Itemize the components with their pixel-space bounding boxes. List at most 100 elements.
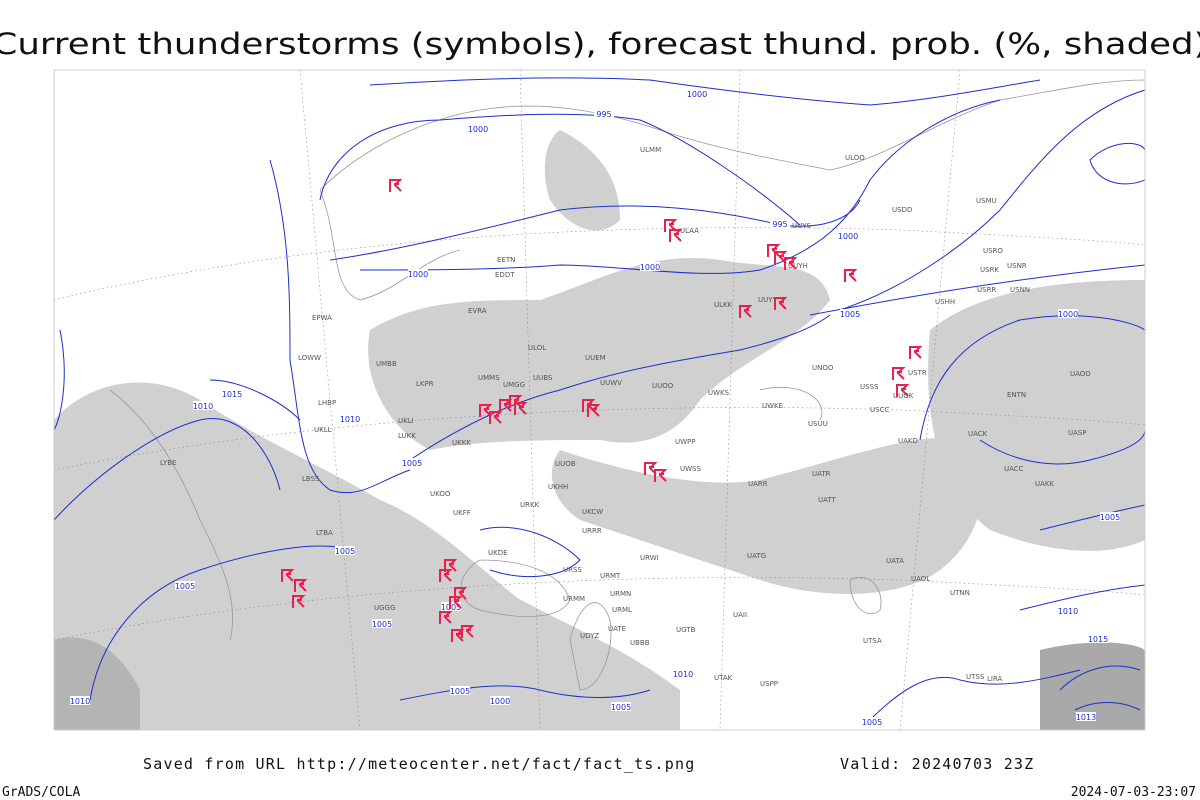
thunderstorm-symbol: [444, 559, 458, 572]
isobar-label: 1005: [372, 620, 392, 629]
station-label: UTAK: [714, 674, 733, 682]
thunderstorm-symbol: [909, 346, 923, 359]
isobar-label: 1005: [1100, 513, 1120, 522]
isobar-label-bg: [408, 269, 428, 278]
thunderstorm-symbol: [892, 367, 906, 380]
station-label: USRO: [983, 247, 1003, 255]
isobar-label: 1010: [673, 670, 693, 679]
station-label: LBSS: [302, 475, 320, 483]
station-label: URMT: [600, 572, 621, 580]
isobar-label: 1000: [1058, 310, 1078, 319]
station-label: USHH: [935, 298, 955, 306]
thunderstorm-symbol: [454, 587, 468, 600]
coastlines: [109, 79, 1145, 691]
station-label: USMU: [976, 197, 997, 205]
station-label: URKK: [520, 501, 540, 509]
thunderstorm-symbol: [514, 402, 528, 415]
station-label: UBBB: [630, 639, 650, 647]
thunderstorm-symbol: [739, 305, 753, 318]
station-label: UATT: [818, 496, 837, 504]
station-label: USPP: [760, 680, 778, 688]
station-label: UKLI: [398, 417, 414, 425]
isobar-label-bg: [1058, 606, 1078, 615]
station-label: UUOK: [893, 392, 914, 400]
isobar-label: 1000: [408, 270, 428, 279]
map-frame: [53, 69, 1146, 731]
station-label: UAOO: [1070, 370, 1091, 378]
isobar-label-bg: [490, 696, 510, 705]
station-label: UUYS: [792, 222, 812, 230]
thunderstorm-symbol: [844, 269, 858, 282]
isobar-label-bg: [770, 219, 790, 228]
isobar-labels: 1000 995 1000 995 1000 1000 1005 1000 1015 1010 10…: [70, 89, 1120, 727]
thunderstorm-symbol: [784, 257, 798, 270]
isobar-label-bg: [594, 109, 614, 118]
graticule: [54, 70, 1145, 730]
station-label: EPWA: [312, 314, 332, 322]
isobar-label-bg: [673, 669, 693, 678]
thunderstorm-symbol: [479, 404, 493, 417]
probability-shading: [54, 130, 1145, 730]
isobar-label-bg: [70, 696, 90, 705]
isobar-label: 1000: [838, 232, 858, 241]
isobar-label-bg: [372, 619, 392, 628]
thunderstorm-symbol: [587, 404, 601, 417]
title: Current thunderstorms (symbols), forecas…: [0, 27, 1200, 61]
station-label: USCC: [870, 406, 889, 414]
station-label: UARR: [748, 480, 768, 488]
station-label: LTBA: [316, 529, 333, 537]
station-label: USRR: [977, 286, 996, 294]
station-label: UUOB: [555, 460, 576, 468]
station-label: EVRA: [468, 307, 487, 315]
isobar-label-bg: [1088, 634, 1108, 643]
isobar-label: 1010: [70, 697, 90, 706]
isobar-label-bg: [450, 686, 470, 695]
thunderstorm-symbol: [461, 625, 475, 638]
station-label: URRR: [582, 527, 602, 535]
station-label: URWI: [640, 554, 659, 562]
isobar-label-bg: [175, 581, 195, 590]
station-label: LUKK: [398, 432, 416, 440]
isobar-label-bg: [687, 89, 707, 98]
station-label: UUYH: [788, 262, 808, 270]
station-label: LIRA: [987, 675, 1003, 683]
thunderstorm-symbol: [774, 251, 788, 264]
station-label: UGTB: [676, 626, 696, 634]
station-label: UWSS: [680, 465, 701, 473]
valid-time: Valid: 20240703 23Z: [840, 755, 1034, 773]
station-label: UKFF: [453, 509, 471, 517]
station-label: UACK: [968, 430, 988, 438]
station-label: UWKS: [708, 389, 730, 397]
station-label: LHBP: [318, 399, 336, 407]
isobar-label-bg: [335, 546, 355, 555]
station-label: UATE: [608, 625, 626, 633]
station-label: URSS: [563, 566, 582, 574]
timestamp: 2024-07-03-23:07: [1071, 785, 1196, 800]
station-label: UUBS: [533, 374, 553, 382]
station-label: UUYY: [758, 296, 778, 304]
station-label: UKDE: [488, 549, 508, 557]
station-label: UNOO: [812, 364, 834, 372]
isobar-label: 995: [772, 220, 787, 229]
isobar-label-bg: [468, 124, 488, 133]
station-label: UAII: [733, 611, 747, 619]
station-label: ULKK: [714, 301, 733, 309]
isobar-label: 1005: [335, 547, 355, 556]
thunderstorm-symbols: [281, 179, 923, 642]
isobar-label: 1000: [490, 697, 510, 706]
isobar-label: 1005: [402, 459, 422, 468]
thunderstorm-symbol: [449, 596, 463, 609]
station-label: UTSA: [863, 637, 882, 645]
station-label: ULOL: [528, 344, 546, 352]
station-label: USNN: [1010, 286, 1030, 294]
station-label: UATG: [747, 552, 766, 560]
station-label: UATA: [886, 557, 904, 565]
isobars: [54, 77, 1145, 721]
isobar-label: 1005: [175, 582, 195, 591]
credit: GrADS/COLA: [2, 785, 80, 800]
thunderstorm-symbol: [439, 569, 453, 582]
station-label: UACC: [1004, 465, 1024, 473]
isobar-label-bg: [402, 458, 422, 467]
station-label: UASP: [1068, 429, 1087, 437]
station-label: UUWV: [600, 379, 622, 387]
